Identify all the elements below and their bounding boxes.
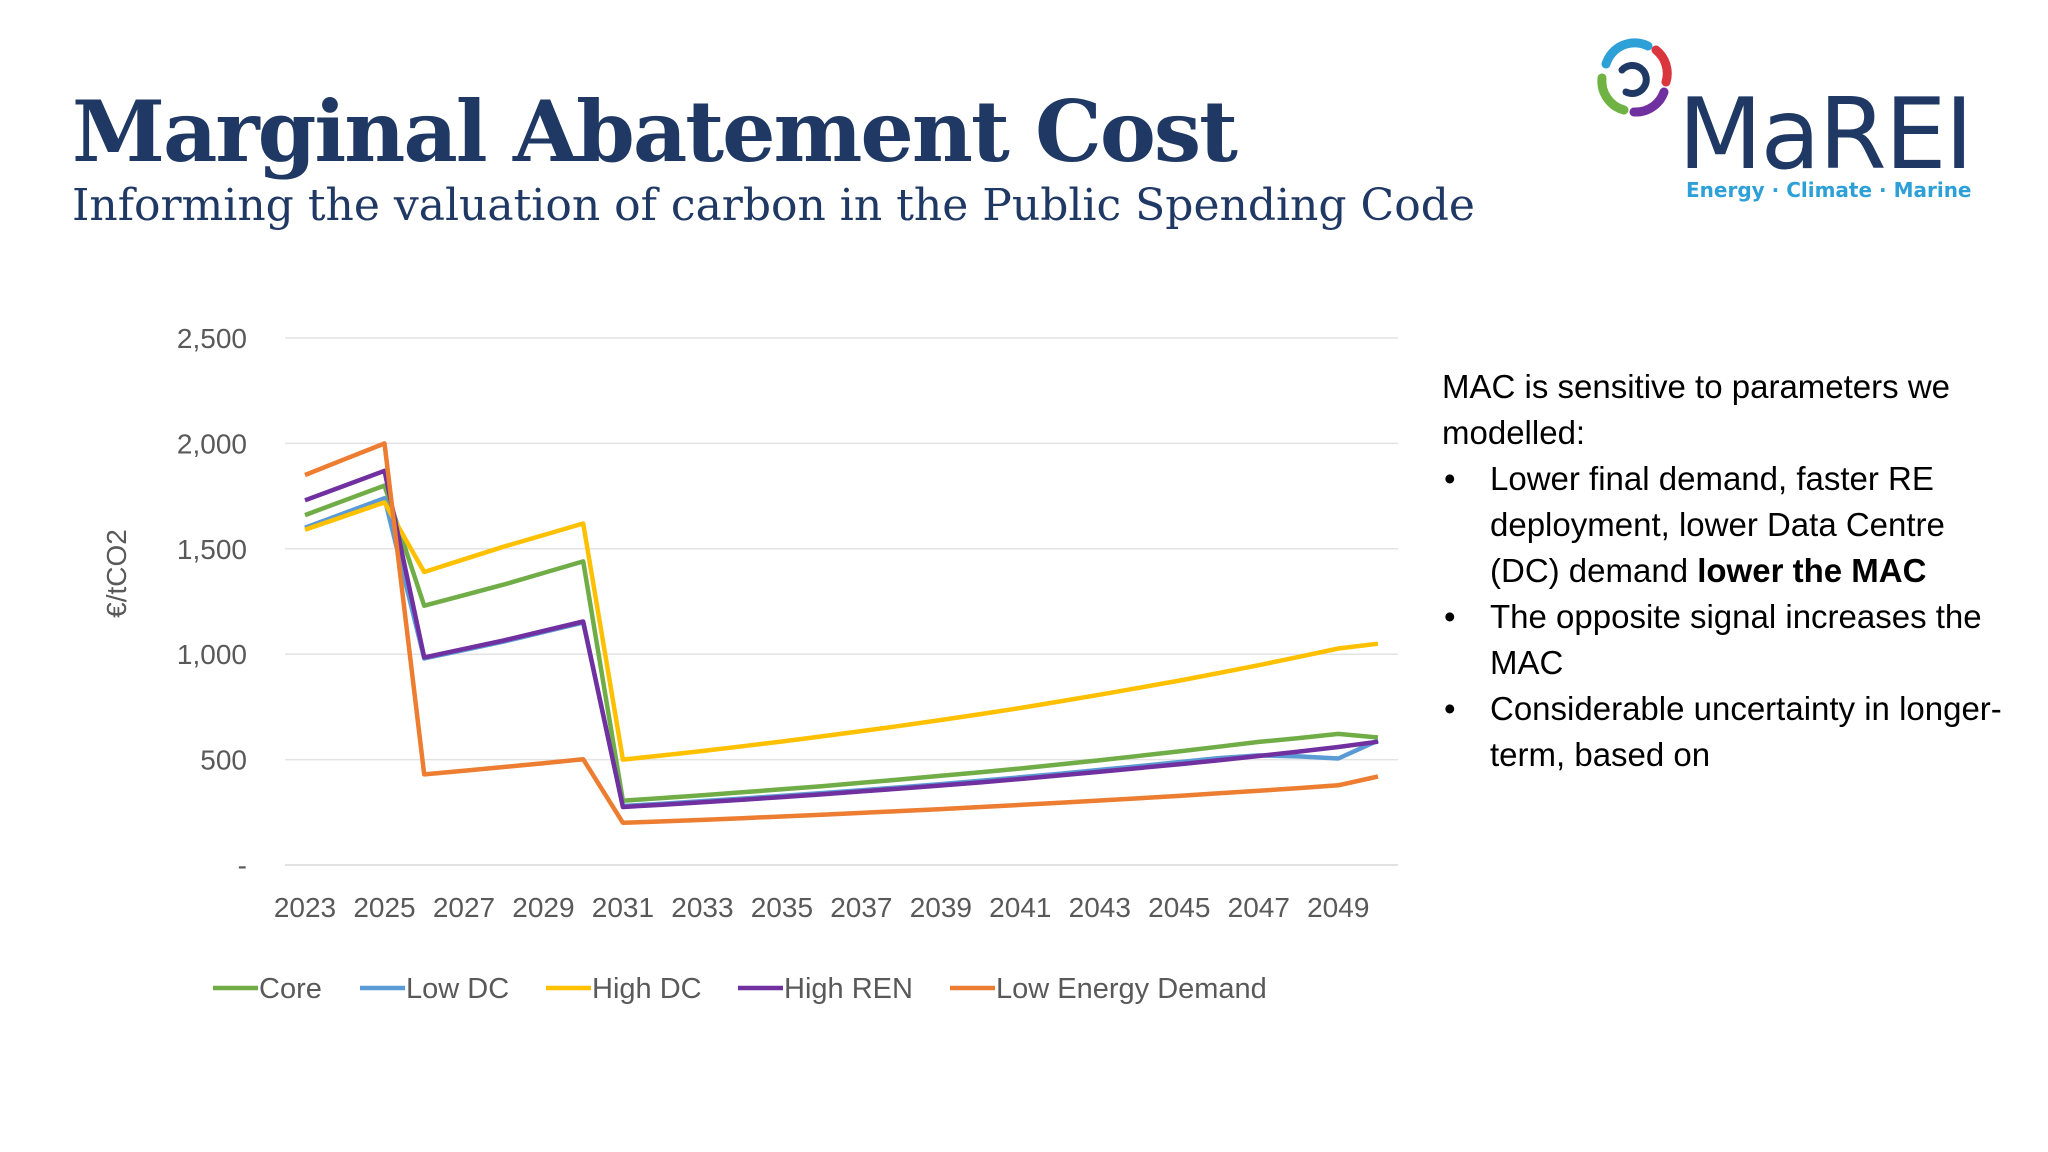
logo-mark-icon [1597,38,1672,117]
x-tick-label: 2023 [274,892,336,923]
bullet-icon: • [1444,598,1456,635]
key-points-intro: MAC is sensitive to parameters we modell… [1442,368,1951,451]
series-line-core [304,483,1379,803]
series-line-high-dc [304,500,1379,762]
x-tick-label: 2031 [592,892,654,923]
x-tick-label: 2049 [1307,892,1369,923]
legend-label: Low Energy Demand [996,973,1267,1005]
legend-label: Low DC [406,973,509,1005]
key-point-item: • Considerable uncertainty in longer-term… [1442,686,2022,778]
y-tick-label: 2,000 [177,428,247,459]
key-point-item: • The opposite signal increases the MAC [1442,594,2022,686]
arc-blue-icon [1601,38,1653,69]
series-line-low-energy-demand [304,441,1379,826]
logo-wordmark: MaREI [1678,78,1974,192]
y-tick-label: - [238,850,247,881]
y-tick-label: 1,000 [177,639,247,670]
y-tick-label: 2,500 [177,323,247,354]
x-tick-label: 2025 [353,892,415,923]
marei-logo: MaREI Energy · Climate · Marine [1586,34,1974,214]
key-points-list: • Lower final demand, faster RE deploymen… [1442,456,2022,778]
x-tick-label: 2045 [1148,892,1210,923]
bullet-icon: • [1444,460,1456,497]
x-tick-label: 2029 [512,892,574,923]
key-points: MAC is sensitive to parameters we modell… [1442,364,2022,778]
key-point-text: Considerable uncertainty in longer-term,… [1490,690,2002,773]
legend-label: High REN [784,973,913,1005]
x-tick-label: 2043 [1069,892,1131,923]
x-tick-label: 2033 [671,892,733,923]
legend-label: High DC [592,973,702,1005]
slide-title: Marginal Abatement Cost [72,82,1238,181]
x-tick-label: 2035 [751,892,813,923]
key-point-item: • Lower final demand, faster RE deploymen… [1442,456,2022,594]
y-tick-label: 500 [200,745,247,776]
arc-inner-icon [1618,62,1650,97]
arc-red-icon [1651,45,1672,87]
series-line-high-ren [304,468,1379,810]
slide-subtitle: Informing the valuation of carbon in the… [72,180,1475,231]
key-point-text: Lower final demand, faster RE deployment… [1490,460,1945,589]
x-tick-label: 2047 [1228,892,1290,923]
mac-line-chart: - 500 1,000 1,500 2,000 2,500 €/tCO2 2023 2025 20… [101,323,1398,1005]
x-tick-label: 2039 [910,892,972,923]
y-tick-label: 1,500 [177,534,247,565]
key-point-text: The opposite signal increases the MAC [1490,598,1982,681]
x-tick-label: 2027 [433,892,495,923]
logo-tagline: Energy · Climate · Marine [1686,178,1972,202]
y-axis-label: €/tCO2 [101,529,132,618]
x-tick-label: 2041 [989,892,1051,923]
arc-purple-icon [1629,87,1669,117]
x-tick-label: 2037 [830,892,892,923]
arc-green-icon [1597,73,1629,115]
key-point-emphasis: lower the MAC [1697,552,1927,589]
bullet-icon: • [1444,690,1456,727]
legend-label: Core [259,973,322,1005]
